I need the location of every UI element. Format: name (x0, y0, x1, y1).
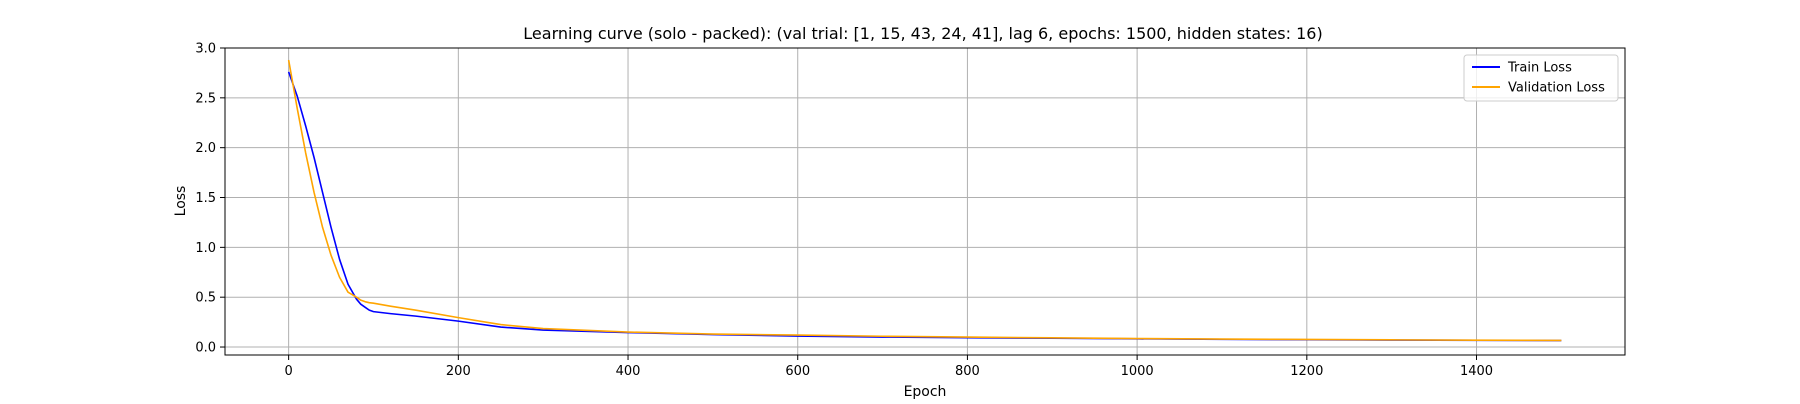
x-axis-label: Epoch (904, 384, 947, 400)
y-tick-label: 0.0 (195, 341, 216, 356)
x-tick-label: 1200 (1290, 364, 1323, 379)
y-tick-label: 1.0 (195, 241, 216, 256)
chart-title: Learning curve (solo - packed): (val tri… (523, 24, 1322, 43)
legend-label-train-loss: Train Loss (1507, 61, 1572, 76)
x-tick-label: 400 (616, 364, 641, 379)
grid-lines (225, 47, 1625, 355)
x-tick-label: 1000 (1121, 364, 1154, 379)
data-series (287, 59, 1562, 342)
y-tick-label: 2.0 (195, 141, 216, 156)
validation-loss-line (287, 59, 1562, 342)
y-tick-label: 2.5 (195, 91, 216, 106)
x-tick-label: 200 (446, 364, 471, 379)
y-axis-label: Loss (173, 186, 189, 217)
y-tick-label: 0.5 (195, 291, 216, 306)
x-tick-label: 600 (785, 364, 810, 379)
x-tick-label: 1400 (1460, 364, 1493, 379)
axis-ticks: 0 200 400 600 800 1000 1200 1400 0.0 0.5 1.0 1.5 2.0… (195, 42, 1493, 380)
x-tick-label: 0 (284, 364, 292, 379)
y-tick-label: 3.0 (195, 42, 216, 57)
legend-label-validation-loss: Validation Loss (1508, 81, 1605, 96)
legend-box (1463, 54, 1619, 102)
y-tick-label: 1.5 (195, 191, 216, 206)
train-loss-line (287, 71, 1562, 342)
legend: Train Loss Validation Loss (1463, 54, 1619, 102)
x-tick-label: 800 (955, 364, 980, 379)
plot-area-frame (224, 47, 1626, 356)
